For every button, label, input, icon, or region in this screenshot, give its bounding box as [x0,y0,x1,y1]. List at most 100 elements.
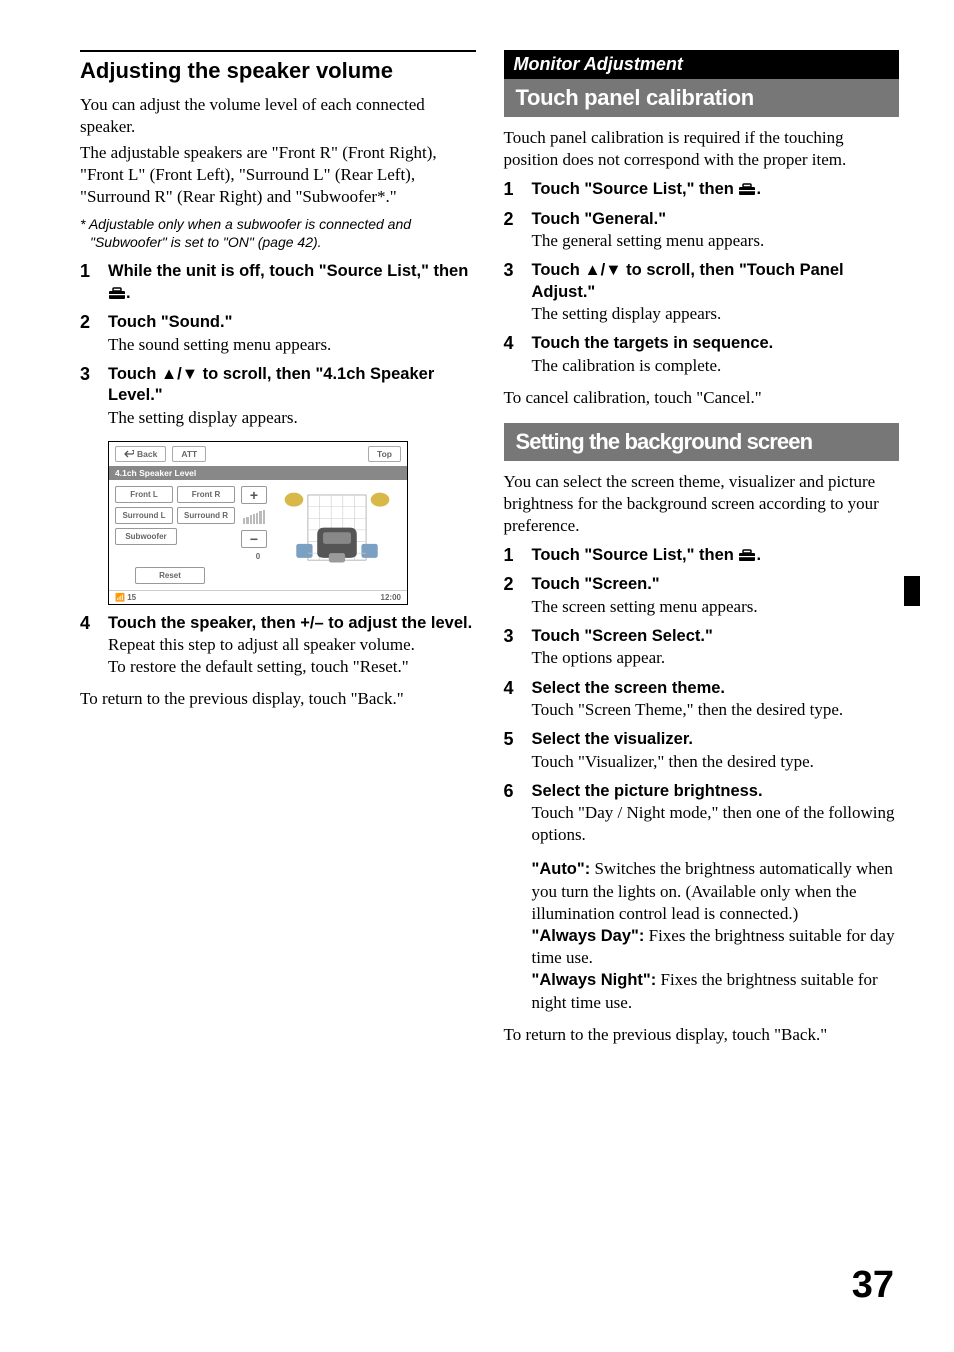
step-1: 1 Touch "Source List," then . [504,179,900,200]
step-title: Touch the speaker, then +/– to adjust th… [108,613,476,634]
toolbox-icon [108,287,126,300]
step-desc: To restore the default setting, touch "R… [108,656,476,678]
top-button[interactable]: Top [368,446,401,462]
step-2: 2 Touch "General."The general setting me… [504,209,900,253]
surround-r-button[interactable]: Surround R [177,507,235,524]
front-l-button[interactable]: Front L [115,486,173,503]
step-desc: The calibration is complete. [532,355,900,377]
minus-button[interactable]: − [241,530,267,548]
toolbox-icon [738,183,756,196]
back-button[interactable]: Back [115,446,166,462]
step-desc: Repeat this step to adjust all speaker v… [108,634,476,656]
toolbox-icon [738,549,756,562]
step-number: 4 [504,678,522,722]
step-desc: The sound setting menu appears. [108,334,476,356]
step-2: 2 Touch "Sound." The sound setting menu … [80,312,476,356]
step-title: Touch ▲/▼ to scroll, then "Touch Panel A… [532,260,900,303]
step-title: Touch "Source List," then . [532,546,762,564]
step-3: 3 Touch ▲/▼ to scroll, then "Touch Panel… [504,260,900,325]
front-r-button[interactable]: Front R [177,486,235,503]
level-meter [241,508,267,526]
intro-text: You can select the screen theme, visuali… [504,471,900,537]
surround-l-button[interactable]: Surround L [115,507,173,524]
step-4: 4 Touch the speaker, then +/– to adjust … [80,613,476,679]
step-title: Touch "General." [532,209,900,230]
option-day: "Always Day": Fixes the brightness suita… [532,925,900,970]
step-title: While the unit is off, touch "Source Lis… [108,262,468,301]
step-5: 5 Select the visualizer.Touch "Visualize… [504,729,900,773]
heading-touch-panel: Touch panel calibration [504,79,900,117]
step-body: Touch the speaker, then +/– to adjust th… [108,613,476,679]
closing-text: To return to the previous display, touch… [80,688,476,710]
page-number: 37 [852,1264,894,1307]
step-3: 3 Touch "Screen Select."The options appe… [504,626,900,670]
step-number: 2 [80,312,98,356]
reset-button[interactable]: Reset [135,567,205,584]
heading-speaker-volume: Adjusting the speaker volume [80,58,476,84]
step-desc: The screen setting menu appears. [532,596,900,618]
mock-speaker-buttons: Front L Front R Surround L Surround R Su… [115,486,235,548]
option-night: "Always Night": Fixes the brightness sui… [532,969,900,1014]
intro-text: You can adjust the volume level of each … [80,94,476,138]
mock-main: Front L Front R Surround L Surround R Su… [109,480,407,550]
step-body: Touch ▲/▼ to scroll, then "4.1ch Speaker… [108,364,476,429]
heading-background-screen: Setting the background screen [504,423,900,461]
closing-text: To cancel calibration, touch "Cancel." [504,387,900,409]
step-4: 4 Select the screen theme.Touch "Screen … [504,678,900,722]
step-number: 1 [80,261,98,304]
step-4: 4 Touch the targets in sequence.The cali… [504,333,900,377]
subwoofer-button[interactable]: Subwoofer [115,528,177,545]
step-title: Select the screen theme. [532,678,900,699]
step-title: Select the visualizer. [532,729,900,750]
intro-text: Touch panel calibration is required if t… [504,127,900,171]
footnote: * Adjustable only when a subwoofer is co… [80,216,476,251]
closing-text: To return to the previous display, touch… [504,1024,900,1046]
ui-screenshot: Back ATT Top 4.1ch Speaker Level Front L… [108,441,408,605]
step-desc: The general setting menu appears. [532,230,900,252]
step-number: 2 [504,209,522,253]
rule [80,50,476,52]
page: Adjusting the speaker volume You can adj… [0,0,954,1046]
step-1: 1 While the unit is off, touch "Source L… [80,261,476,304]
step-title: Touch "Screen Select." [532,626,900,647]
intro-text: The adjustable speakers are "Front R" (F… [80,142,476,208]
mock-car-diagram [273,486,401,548]
step-2: 2 Touch "Screen."The screen setting menu… [504,574,900,618]
step-desc: Touch "Screen Theme," then the desired t… [532,699,900,721]
right-column: Monitor Adjustment Touch panel calibrati… [504,50,900,1046]
step-number: 1 [504,179,522,200]
step-desc: The setting display appears. [532,303,900,325]
left-column: Adjusting the speaker volume You can adj… [80,50,476,1046]
step-number: 4 [80,613,98,679]
step-desc: The setting display appears. [108,407,476,429]
step-number: 2 [504,574,522,618]
car-icon [273,488,401,569]
step-3: 3 Touch ▲/▼ to scroll, then "4.1ch Speak… [80,364,476,429]
mock-topbar: Back ATT Top [109,442,407,466]
mock-level-controls: + − [241,486,267,548]
plus-button[interactable]: + [241,486,267,504]
clock: 12:00 [381,593,401,602]
step-body: Touch "Sound." The sound setting menu ap… [108,312,476,356]
signal-indicator: 📶 15 [115,593,136,602]
step-title: Touch "Screen." [532,574,900,595]
step-number: 3 [80,364,98,429]
mock-titlebar: 4.1ch Speaker Level [109,466,407,480]
step-title: Touch "Source List," then . [532,180,762,198]
step-number: 4 [504,333,522,377]
step-number: 1 [504,545,522,566]
step-desc: The options appear. [532,647,900,669]
step-1: 1 Touch "Source List," then . [504,545,900,566]
att-button[interactable]: ATT [172,446,206,462]
step-number: 5 [504,729,522,773]
step-number: 3 [504,626,522,670]
step-body: While the unit is off, touch "Source Lis… [108,261,476,304]
section-label: Monitor Adjustment [504,50,900,79]
step-title: Touch ▲/▼ to scroll, then "4.1ch Speaker… [108,364,476,407]
step-title: Select the picture brightness. [532,781,900,802]
step-title: Touch the targets in sequence. [532,333,900,354]
step-number: 6 [504,781,522,1014]
step-number: 3 [504,260,522,325]
step-desc: Touch "Day / Night mode," then one of th… [532,802,900,846]
step-6: 6 Select the picture brightness. Touch "… [504,781,900,1014]
